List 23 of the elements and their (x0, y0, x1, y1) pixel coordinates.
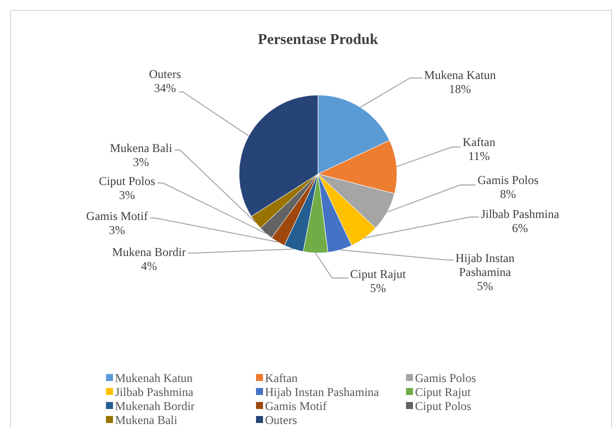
data-label: Kaftan 11% (462, 135, 496, 163)
data-label: Gamis Motif 3% (86, 209, 148, 237)
legend-label: Outers (265, 413, 298, 427)
data-label: Mukena Katun 18% (424, 68, 496, 96)
data-label: Gamis Polos 8% (477, 173, 539, 201)
data-label: Jilbab Pashmina 6% (480, 207, 560, 235)
data-label: Outers 34% (149, 67, 182, 95)
legend-label: Mukenah Bordir (115, 399, 195, 413)
legend-label: Hijab Instan Pashamina (265, 385, 380, 399)
legend-label: Jilbab Pashmina (115, 385, 194, 399)
legend-label: Kaftan (265, 371, 298, 385)
legend-label: Mukenah Katun (115, 371, 193, 385)
data-label: Mukena Bordir 4% (112, 245, 186, 273)
legend-label: Ciput Rajut (415, 385, 472, 399)
data-label: Hijab Instan Pashamina 5% (456, 251, 514, 293)
data-label: Mukena Bali 3% (110, 141, 173, 169)
chart-title: Persentase Produk (258, 32, 379, 48)
legend-label: Mukena Bali (115, 413, 178, 427)
legend-label: Ciput Polos (415, 399, 472, 413)
data-label: Ciput Rajut 5% (350, 267, 406, 295)
data-label: Ciput Polos 3% (98, 174, 156, 202)
legend-label: Gamis Polos (415, 371, 476, 385)
legend-label: Gamis Motif (265, 399, 327, 413)
